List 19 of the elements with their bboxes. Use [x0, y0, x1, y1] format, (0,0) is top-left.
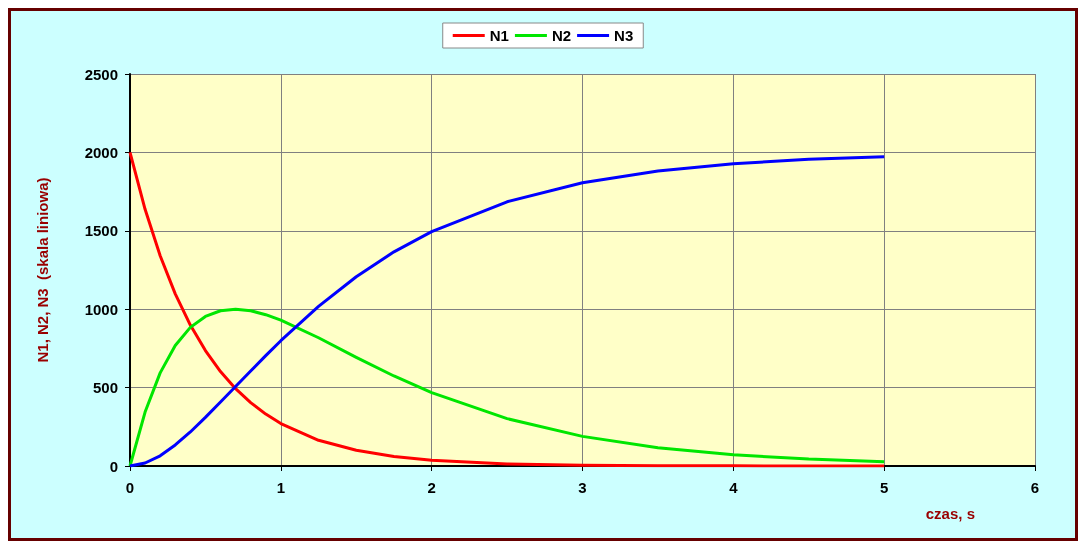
legend-label: N1	[489, 27, 509, 44]
x-tick-label: 2	[427, 479, 436, 496]
x-tick-label: 1	[276, 479, 286, 496]
legend-label: N2	[551, 27, 572, 44]
x-axis-title: czas, s	[925, 505, 975, 522]
y-tick-label: 1000	[84, 300, 118, 318]
y-tick-label: 0	[109, 457, 118, 475]
y-tick-label: 1500	[84, 222, 118, 240]
x-tick-label: 3	[578, 479, 587, 496]
y-tick-label: 2500	[84, 65, 118, 83]
x-tick-label: 0	[125, 479, 135, 496]
x-tick-label: 5	[879, 479, 889, 496]
line-series	[128, 307, 886, 468]
y-axis-title: N1, N2, N3 (skala liniowa)	[34, 177, 51, 363]
x-tick-label: 4	[729, 479, 739, 496]
y-tick-label: 500	[92, 379, 118, 397]
y-tick-label: 2000	[84, 143, 118, 161]
legend-label: N3	[614, 27, 634, 44]
x-tick-label: 6	[1030, 479, 1040, 496]
